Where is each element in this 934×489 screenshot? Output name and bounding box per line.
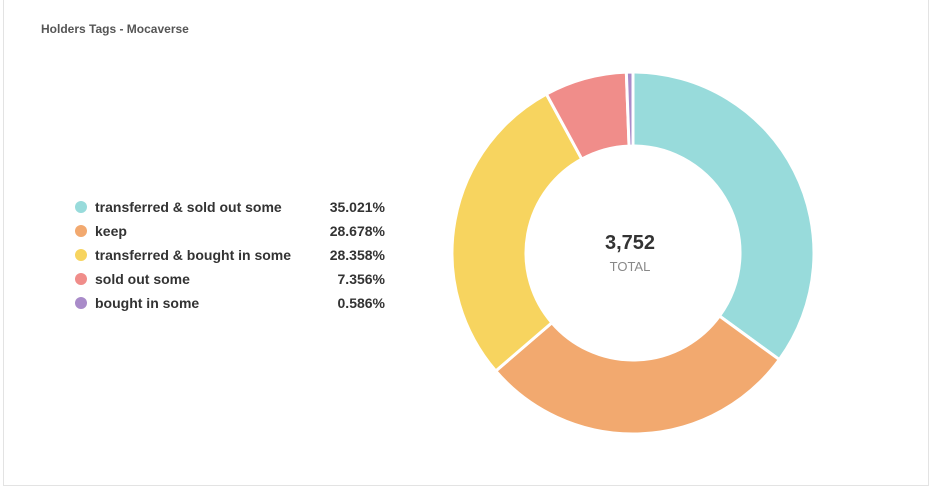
- legend-marker: [75, 273, 87, 285]
- legend-value: 28.358%: [329, 247, 385, 263]
- legend-item[interactable]: keep 28.678%: [75, 219, 385, 243]
- legend-value: 0.586%: [337, 295, 385, 311]
- legend-marker: [75, 225, 87, 237]
- legend-value: 7.356%: [337, 271, 385, 287]
- legend-marker: [75, 249, 87, 261]
- legend-marker: [75, 297, 87, 309]
- legend-marker: [75, 201, 87, 213]
- legend-item[interactable]: bought in some 0.586%: [75, 291, 385, 315]
- legend-value: 28.678%: [329, 223, 385, 239]
- total-label: TOTAL: [610, 259, 651, 274]
- chart-legend: transferred & sold out some 35.021% keep…: [75, 195, 385, 315]
- legend-label: keep: [95, 223, 127, 239]
- legend-label: sold out some: [95, 271, 190, 287]
- chart-title: Holders Tags - Mocaverse: [41, 22, 189, 36]
- donut-slice-1[interactable]: [631, 70, 816, 362]
- total-value: 3,752: [605, 232, 655, 254]
- legend-label: transferred & sold out some: [95, 199, 282, 215]
- donut-slice-2[interactable]: [493, 313, 782, 436]
- donut-slice-5[interactable]: [624, 70, 635, 148]
- legend-value: 35.021%: [329, 199, 385, 215]
- chart-card: Holders Tags - Mocaverse transferred & s…: [3, 0, 929, 486]
- legend-item[interactable]: sold out some 7.356%: [75, 267, 385, 291]
- legend-label: transferred & bought in some: [95, 247, 292, 263]
- legend-item[interactable]: transferred & bought in some 28.358%: [75, 243, 385, 267]
- legend-item[interactable]: transferred & sold out some 35.021%: [75, 195, 385, 219]
- legend-label: bought in some: [95, 295, 200, 311]
- donut-slice-3[interactable]: [450, 92, 584, 374]
- donut-chart: 3,752 TOTAL: [450, 70, 816, 436]
- donut-slices: [450, 70, 816, 436]
